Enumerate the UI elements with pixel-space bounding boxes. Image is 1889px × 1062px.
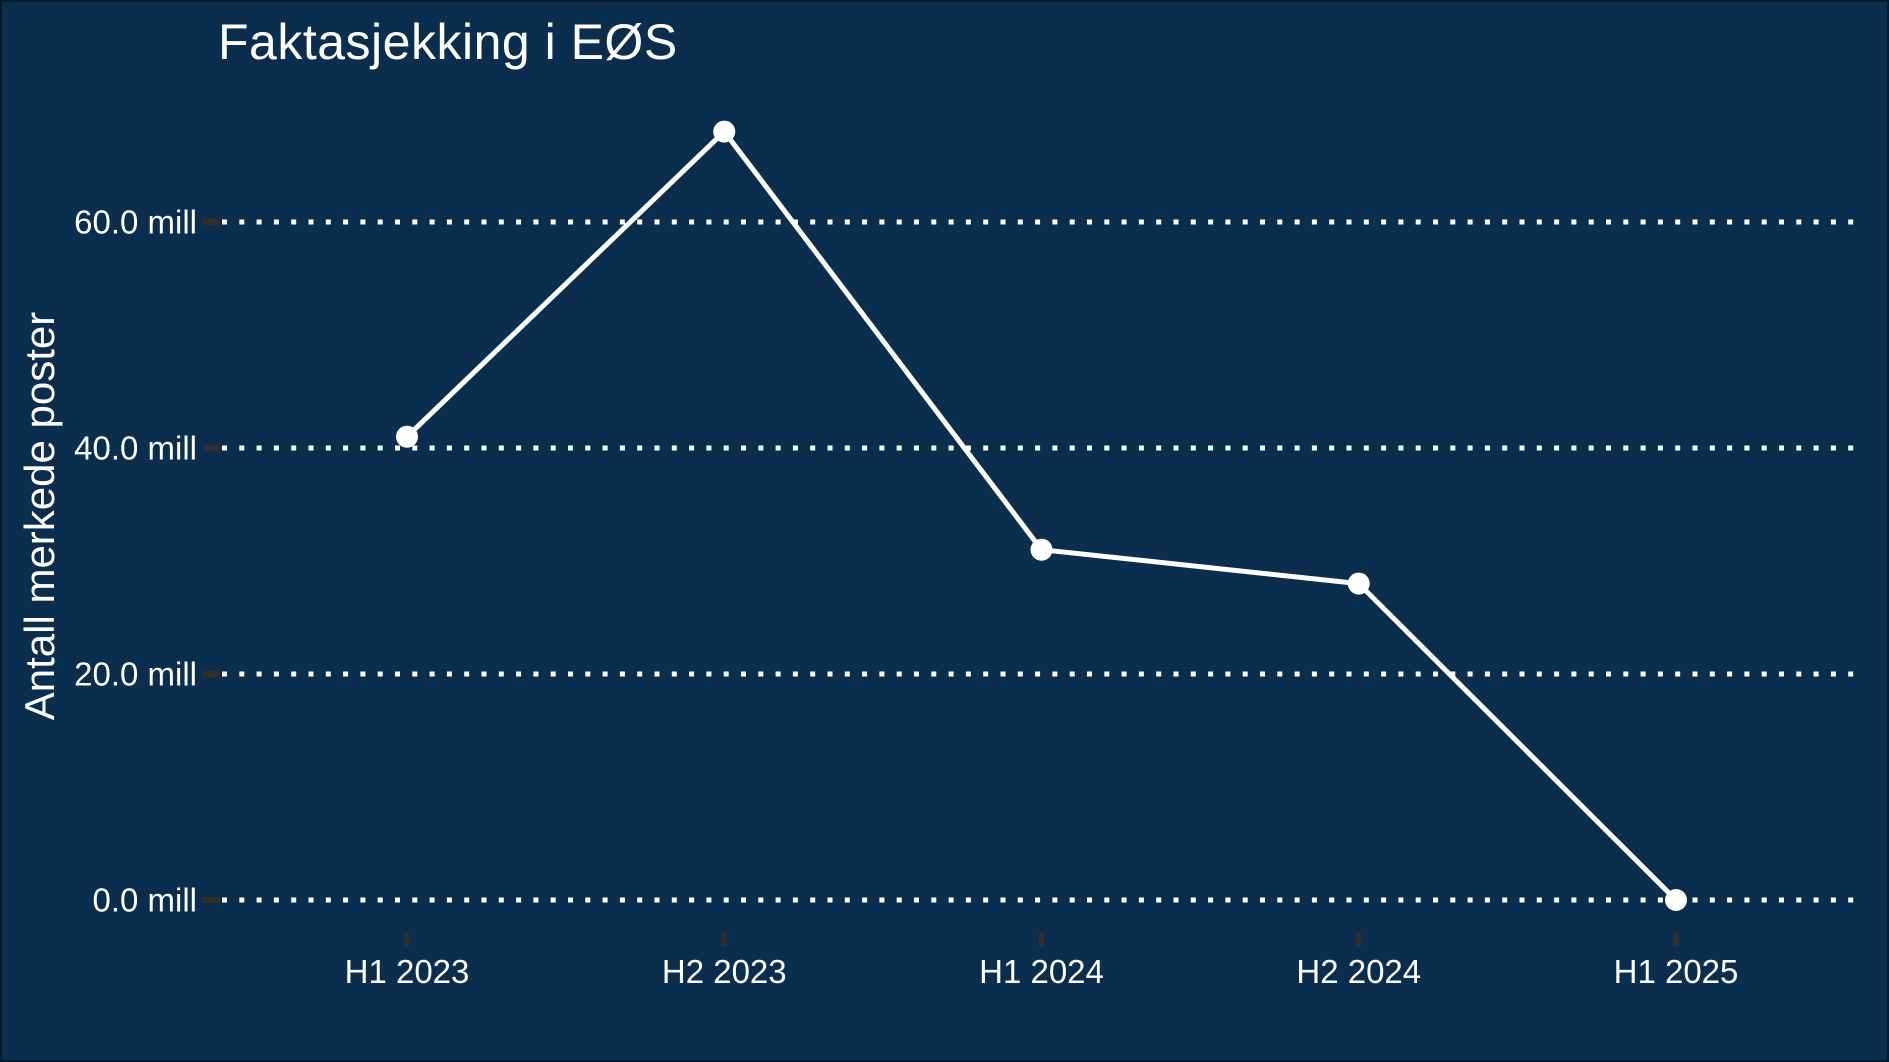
y-tick-label: 0.0 mill — [92, 882, 197, 919]
x-tick-mark — [404, 933, 410, 946]
data-point — [1030, 538, 1053, 561]
data-point — [1347, 572, 1370, 595]
data-point — [1665, 889, 1687, 911]
x-tick-mark — [1039, 933, 1044, 946]
x-tick-mark — [1673, 933, 1679, 946]
y-tick-label: 40.0 mill — [74, 430, 197, 467]
chart-title: Faktasjekking i EØS — [218, 14, 678, 70]
data-point — [713, 120, 736, 143]
y-tick-mark — [202, 219, 220, 225]
y-tick-label: 60.0 mill — [74, 204, 197, 241]
y-tick-mark — [202, 445, 220, 451]
x-tick-label: H2 2023 — [662, 953, 787, 990]
x-tick-label: H1 2024 — [979, 953, 1104, 990]
y-tick-label: 20.0 mill — [74, 656, 197, 693]
data-line — [404, 129, 1679, 903]
data-point — [396, 425, 418, 448]
x-tick-mark — [721, 933, 727, 946]
x-tick-label: H1 2025 — [1614, 953, 1739, 990]
y-tick-mark — [202, 897, 220, 903]
x-tick-label: H1 2023 — [345, 953, 470, 990]
x-tick-mark — [1356, 933, 1362, 946]
x-tick-label: H2 2024 — [1296, 953, 1421, 990]
y-tick-mark — [202, 671, 220, 677]
